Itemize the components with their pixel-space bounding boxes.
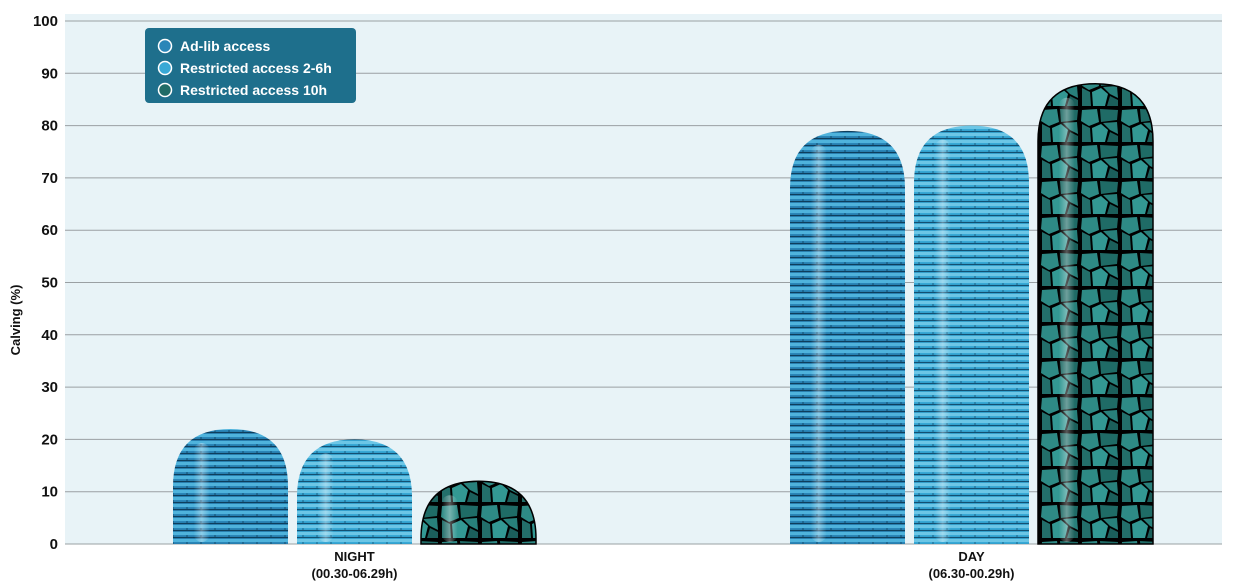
- bar-fill: [914, 125, 1029, 544]
- bar-fill: [173, 428, 288, 544]
- bar-fill: [1037, 83, 1154, 545]
- category-labels: NIGHT (00.30-06.29h) DAY (06.30-00.29h): [312, 549, 1015, 581]
- bar-highlight: [934, 139, 951, 542]
- y-tick-label: 60: [41, 222, 58, 239]
- bar-1-1: [914, 125, 1029, 544]
- y-tick-label: 40: [41, 327, 58, 344]
- bar-highlight: [317, 453, 334, 542]
- y-axis-ticks: 0 10 20 30 40 50 60 70 80 90 100: [33, 13, 58, 553]
- legend-label-ad-lib: Ad-lib access: [180, 38, 270, 54]
- legend-item-restricted-10h: Restricted access 10h: [157, 82, 327, 98]
- y-tick-label: 80: [41, 118, 58, 135]
- y-tick-label: 0: [50, 536, 58, 553]
- legend-marker-restricted-10h: [157, 82, 173, 98]
- legend-item-ad-lib: Ad-lib access: [157, 38, 270, 54]
- bar-highlight: [1058, 97, 1075, 542]
- bar-highlight: [810, 144, 827, 542]
- bar-fill: [297, 439, 412, 544]
- bar-1-2: [1037, 83, 1154, 545]
- y-axis-label: Calving (%): [8, 285, 23, 356]
- y-tick-label: 70: [41, 170, 58, 187]
- bars: [173, 83, 1154, 545]
- y-tick-label: 90: [41, 65, 58, 82]
- bar-0-0: [173, 428, 288, 544]
- y-tick-label: 100: [33, 13, 58, 30]
- legend-box: [145, 28, 356, 103]
- legend-marker-ad-lib: [157, 38, 173, 54]
- legend-marker-restricted-2-6h: [157, 60, 173, 76]
- legend-label-restricted-10h: Restricted access 10h: [180, 82, 327, 98]
- category-sublabel: (06.30-00.29h): [929, 566, 1015, 581]
- category-label: DAY: [958, 549, 985, 564]
- y-tick-label: 30: [41, 379, 58, 396]
- bar-fill: [790, 130, 905, 544]
- bar-0-2: [420, 480, 537, 545]
- category-sublabel: (00.30-06.29h): [312, 566, 398, 581]
- bar-highlight: [193, 442, 210, 542]
- y-tick-label: 20: [41, 431, 58, 448]
- bar-1-0: [790, 130, 905, 544]
- y-tick-label: 10: [41, 484, 58, 501]
- y-tick-label: 50: [41, 275, 58, 292]
- legend-item-restricted-2-6h: Restricted access 2-6h: [157, 60, 332, 76]
- legend-label-restricted-2-6h: Restricted access 2-6h: [180, 60, 332, 76]
- bar-highlight: [441, 495, 458, 542]
- legend: Ad-lib access Restricted access 2-6h Res…: [145, 28, 356, 103]
- category-label: NIGHT: [334, 549, 375, 564]
- bar-0-1: [297, 439, 412, 544]
